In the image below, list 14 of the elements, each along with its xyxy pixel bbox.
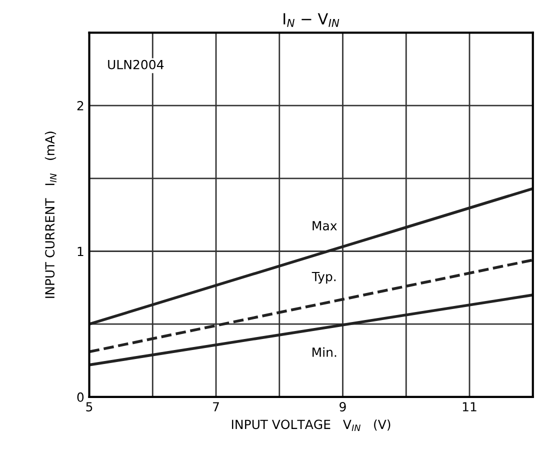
series-label: Max	[312, 221, 337, 230]
text: INPUT VOLTAGE V$_{IN}$ (V)	[232, 419, 390, 431]
x-tick-label: 9	[340, 402, 346, 412]
chart-title: I$_{N}$ − V$_{IN}$	[284, 13, 340, 27]
text: INPUT CURRENT I$_{IN}$ (mA)	[44, 132, 56, 298]
annotation: ULN2004	[108, 60, 164, 70]
y-tick-label: 0	[77, 392, 84, 402]
x-tick-label: 5	[86, 402, 92, 412]
y-tick-label: 2	[77, 101, 84, 110]
series-label: Min.	[312, 347, 336, 357]
x-tick-label: 7	[213, 402, 219, 412]
y-tick-label: 1	[78, 246, 84, 256]
x-tick-label: 11	[462, 402, 476, 412]
series-label: Typ.	[312, 272, 336, 284]
